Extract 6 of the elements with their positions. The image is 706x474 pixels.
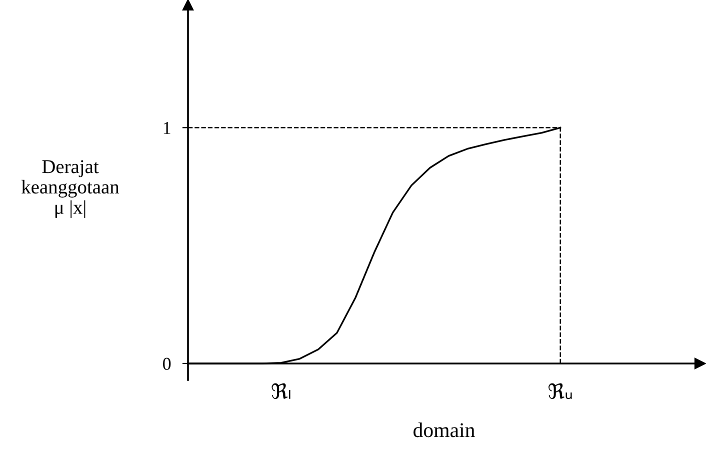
y-tick-label: 1 — [164, 122, 170, 134]
x-axis-title: domain — [414, 422, 475, 438]
x-tick-label: ℜᵤ — [548, 383, 572, 400]
y-axis-title: Derajat keanggotaan μ |x| — [21, 160, 120, 218]
x-tick-label: ℜₗ — [272, 383, 290, 400]
y-tick-label: 0 — [162, 358, 171, 370]
